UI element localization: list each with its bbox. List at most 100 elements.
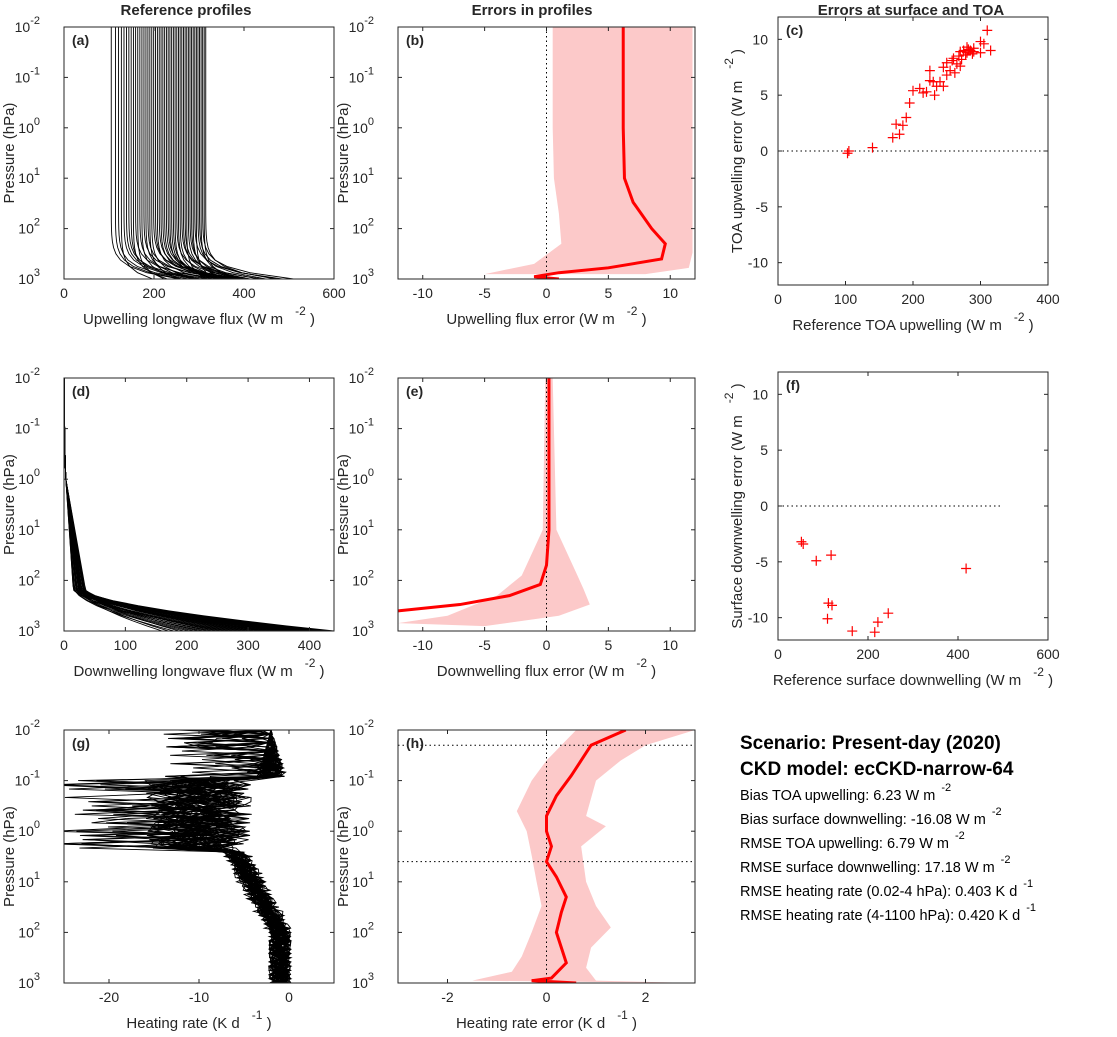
y-tick-label: 103 [352,267,374,287]
reference-profile [169,27,218,279]
reference-profile [192,27,227,279]
scatter-point [894,129,905,140]
reference-profile [132,27,168,279]
scatter-point [985,45,996,56]
stat-unit-exp: -2 [1000,854,1011,866]
y-tick-label: -10 [748,255,768,271]
scatter-point [955,61,966,72]
y-tick-label: 101 [18,166,40,186]
scatter-point [901,112,912,123]
scatter-point [843,146,854,156]
reference-profile [79,730,292,983]
reference-profile [130,27,194,279]
scatter-point [883,608,894,619]
panel-c: 0 100 200 300 400 -10 -5 0 5 10 (c) Reference TOA u… [722,16,1060,334]
plot-area [110,27,294,279]
scatter-point [921,86,932,97]
y-tick-label: 103 [18,971,40,991]
reference-profile [64,378,302,631]
reference-profile [143,27,233,279]
reference-profile [195,27,216,279]
panel-label: (f) [786,377,800,393]
stat-unit-exp: -2 [941,782,952,794]
reference-profile [145,27,197,279]
stat-rmse-surface: RMSE surface downwelling: 17.18 W m -2 [740,854,1110,880]
y-tick-label: 100 [18,467,40,487]
x-axis-label: Downwelling longwave flux (W m -2 ) [73,656,324,680]
panel-label: (e) [406,383,423,399]
column-titles: Reference profiles Errors in profiles Er… [121,2,1005,19]
y-tick-label: 10-1 [15,769,40,789]
x-tick-label: 0 [543,637,551,653]
x-tick-label: 10 [662,285,678,301]
reference-profile [64,378,315,631]
y-tick-label: 101 [352,870,374,890]
column-title-errors-profiles: Errors in profiles [472,2,593,19]
reference-profile [157,730,290,983]
reference-profile [64,378,307,631]
reference-profile [112,730,292,983]
stat-rmse-toa: RMSE TOA upwelling: 6.79 W m -2 [740,830,1110,856]
y-tick-label: 10 [752,31,768,47]
y-tick-label: 0 [760,143,768,159]
y-axis-label: Pressure (hPa) [335,806,352,907]
x-tick-label: 200 [175,637,199,653]
y-tick-label: 102 [18,217,40,237]
x-tick-label: 200 [142,285,166,301]
x-tick-label: 10 [662,637,678,653]
reference-profile [174,27,213,279]
y-axis-label: TOA upwelling error (W m-2 ) [722,49,746,253]
scatter-point [968,43,979,54]
reference-profile [64,730,291,983]
reference-profile [200,27,241,279]
reference-profile [64,378,286,631]
y-axis-label: Pressure (hPa) [335,103,352,204]
y-axis-label: Pressure (hPa) [335,454,352,555]
plot-area [64,378,334,631]
error-spread-band [398,378,590,627]
x-tick-label: -5 [478,637,491,653]
reference-profile [205,27,276,279]
reference-profile [120,27,153,279]
stat-label: RMSE heating rate (4-1100 hPa): 0.420 K … [740,908,1021,924]
x-tick-label: 300 [969,291,993,307]
reference-profile [191,27,248,279]
scatter-point [897,120,908,131]
x-tick-label: 400 [946,646,970,662]
reference-profile [203,27,237,279]
scatter-point [963,44,974,55]
x-axis-label: Heating rate (K d -1 ) [126,1008,271,1032]
reference-profile [160,27,221,279]
scatter-point [908,85,918,96]
panel-label: (a) [72,32,89,48]
plot-area [398,730,695,983]
y-tick-label: 0 [760,498,768,514]
panel-label: (d) [72,383,90,399]
reference-profile [182,27,243,279]
plot-area [398,378,590,631]
column-title-reference: Reference profiles [121,2,252,19]
y-tick-label: 100 [18,116,40,136]
y-tick-label: 10-1 [15,417,40,437]
scatter-point [978,38,989,49]
x-tick-label: 0 [774,291,782,307]
reference-profile [126,27,202,279]
x-axis-label: Downwelling flux error (W m -2 ) [437,656,656,680]
x-tick-label: 200 [856,646,880,662]
reference-profile [64,378,270,631]
scatter-point [982,25,993,36]
x-tick-label: 100 [834,291,858,307]
error-spread-band [472,730,695,983]
scatter-point [904,97,915,108]
y-tick-label: 10 [752,386,768,402]
stat-label: RMSE heating rate (0.02-4 hPa): 0.403 K … [740,884,1018,900]
x-tick-label: 400 [298,637,322,653]
stat-unit-exp: -2 [955,830,965,842]
mean-error-line [531,730,627,983]
reference-profile [156,27,209,279]
reference-profile [64,378,334,631]
reference-profile [151,730,290,983]
reference-profile [165,27,238,279]
scatter-point [945,65,956,76]
